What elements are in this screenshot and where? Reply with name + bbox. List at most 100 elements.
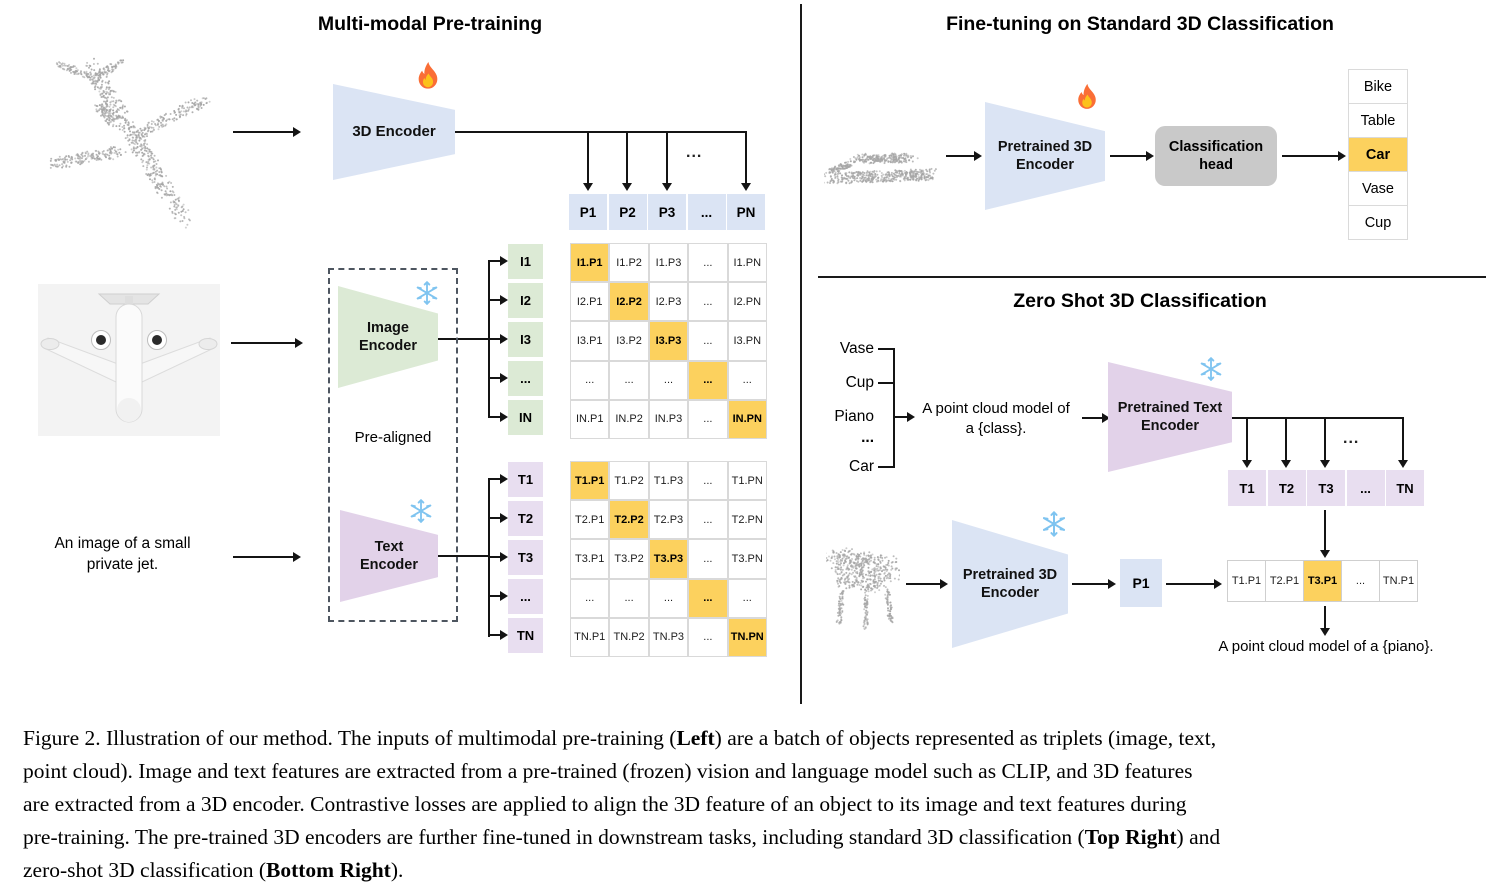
result-text: A point cloud model of a {piano}.	[1218, 638, 1434, 655]
caption-line: zero-shot 3D classification (Bottom Righ…	[23, 854, 1483, 887]
arrow-piano-to-encoder	[906, 578, 948, 589]
text-feature-cell: T3	[1307, 470, 1345, 506]
matrix-cell: T2.P3	[648, 500, 689, 540]
matrix-cell: ...	[609, 578, 649, 618]
matrix-cell: ...	[648, 360, 689, 400]
tick-cup	[878, 382, 894, 384]
p-feature-cell: ...	[687, 194, 726, 230]
caption-text: point cloud). Image and text features ar…	[23, 759, 1193, 783]
text-feature-cell: T2	[1267, 470, 1306, 506]
matrix-cell: T3.P3	[648, 539, 689, 579]
matrix-cell: ...	[609, 360, 649, 400]
matrix-cell: I2.P1	[570, 282, 610, 322]
text-feature-label: T2	[508, 501, 543, 536]
matrix-cell: TN.P2	[609, 617, 649, 657]
3d-encoder-output-line	[455, 131, 747, 133]
matrix-cell: TN.PN	[727, 617, 767, 657]
matrix-cell: TN.P3	[648, 617, 689, 657]
branch-arrow-ztn	[1398, 417, 1408, 468]
matrix-cell: ...	[570, 360, 610, 400]
snowflake-icon	[408, 498, 434, 529]
zero-shot-class-label: ...	[861, 429, 874, 446]
piano-point-cloud	[824, 544, 901, 631]
similarity-cell: TN.P1	[1379, 560, 1418, 602]
input-caption-text: An image of a small private jet.	[25, 533, 220, 575]
caption-line: point cloud). Image and text features ar…	[23, 755, 1483, 788]
matrix-cell: ...	[688, 539, 728, 579]
arrow-car-to-encoder	[946, 150, 982, 161]
matrix-cell: IN.PN	[727, 399, 767, 439]
p-feature-cell: P3	[648, 194, 686, 230]
matrix-cell: I1.P1	[570, 243, 610, 283]
arrow-match-to-result	[1320, 606, 1330, 636]
text-point-contrastive-matrix: T1.P1 T1.P2 T1.P3... T1.PN T2.P1 T2.P2 T2.P3..…	[570, 461, 767, 657]
matrix-cell: ...	[688, 282, 728, 322]
matrix-cell: T2.P1	[570, 500, 610, 540]
p-feature-cell: P2	[608, 194, 647, 230]
caption-text: ) are a batch of objects represented as …	[714, 726, 1217, 750]
caption-text: are extracted from a 3D encoder. Contras…	[23, 792, 1187, 816]
caption-line: Figure 2. Illustration of our method. Th…	[23, 722, 1483, 755]
text-feature-cell: T1	[1228, 470, 1266, 506]
caption-line: pre-training. The pre-trained 3D encoder…	[23, 821, 1483, 854]
image-feature-label: IN	[508, 400, 543, 435]
matrix-cell: I3.P2	[609, 321, 649, 361]
text-feature-labels: T1 T2 T3... TN	[508, 462, 543, 657]
caption-text: Bottom Right	[266, 858, 391, 882]
tick-vase	[878, 348, 894, 350]
tick-car	[878, 466, 894, 468]
matrix-cell: I1.P2	[609, 243, 649, 283]
text-feature-cell: ...	[1346, 470, 1385, 506]
matrix-cell: ...	[688, 578, 728, 618]
class-prediction-list: Bike Table Car Vase Cup	[1348, 69, 1408, 240]
matrix-cell: T1.PN	[727, 461, 767, 501]
pretrained-text-encoder-label-2: Encoder	[1140, 418, 1199, 434]
p-feature-cell: P1	[569, 194, 607, 230]
p-feature-row: P1 P2 P3... PN	[569, 194, 765, 230]
matrix-cell: ...	[688, 461, 728, 501]
branch-arrow-t2	[489, 512, 508, 523]
airplane-point-cloud	[40, 48, 220, 233]
prompt-line-1: A point cloud model of	[922, 400, 1070, 417]
matrix-cell: I1.PN	[727, 243, 767, 283]
arrow-head-to-classes	[1282, 150, 1346, 161]
class-cell: Car	[1348, 137, 1408, 172]
matrix-cell: ...	[688, 399, 728, 439]
prompt-line-2: a {class}.	[965, 420, 1027, 437]
matrix-cell: ...	[688, 360, 728, 400]
zero-shot-class-label: Piano	[834, 408, 874, 425]
pre-aligned-label: Pre-aligned	[354, 429, 432, 446]
arrow-encoder-to-p1	[1072, 578, 1116, 589]
matrix-cell: T1.P2	[609, 461, 649, 501]
text-encoder-label-1: Text	[374, 538, 404, 555]
class-cell: Bike	[1348, 69, 1408, 104]
matrix-cell: T3.P1	[570, 539, 610, 579]
arrow-text-to-encoder	[233, 551, 301, 562]
matrix-cell: I2.P2	[609, 282, 649, 322]
jet-image	[38, 284, 220, 436]
caption-text: Top Right	[1084, 825, 1177, 849]
snowflake-icon	[414, 280, 440, 311]
arrow-trow-to-match	[1320, 510, 1330, 558]
caption-line: are extracted from a 3D encoder. Contras…	[23, 788, 1483, 821]
matrix-cell: I3.P3	[648, 321, 689, 361]
matrix-cell: T1.P1	[570, 461, 610, 501]
matrix-cell: T1.P3	[648, 461, 689, 501]
snowflake-icon	[1040, 510, 1068, 543]
matrix-cell: ...	[727, 360, 767, 400]
image-feature-label: I2	[508, 283, 543, 318]
pretrained-3d-encoder-box: Pretrained 3D Encoder	[985, 102, 1105, 210]
caption-text: Figure 2. Illustration of our method. Th…	[23, 726, 677, 750]
similarity-cell: T3.P1	[1303, 560, 1342, 602]
p-feature-cell: PN	[727, 194, 765, 230]
text-feature-label: TN	[508, 618, 543, 653]
branch-arrow-p1	[583, 131, 593, 191]
pretrained-3d-encoder-zs-label-2: Encoder	[980, 585, 1039, 601]
matrix-cell: T3.P2	[609, 539, 649, 579]
arrow-pointcloud-to-3d-encoder	[233, 126, 301, 137]
3d-encoder-label: 3D Encoder	[352, 122, 436, 140]
branch-arrow-t4	[489, 590, 508, 601]
matrix-cell: ...	[727, 578, 767, 618]
branch-ellipsis: ...	[686, 144, 703, 161]
